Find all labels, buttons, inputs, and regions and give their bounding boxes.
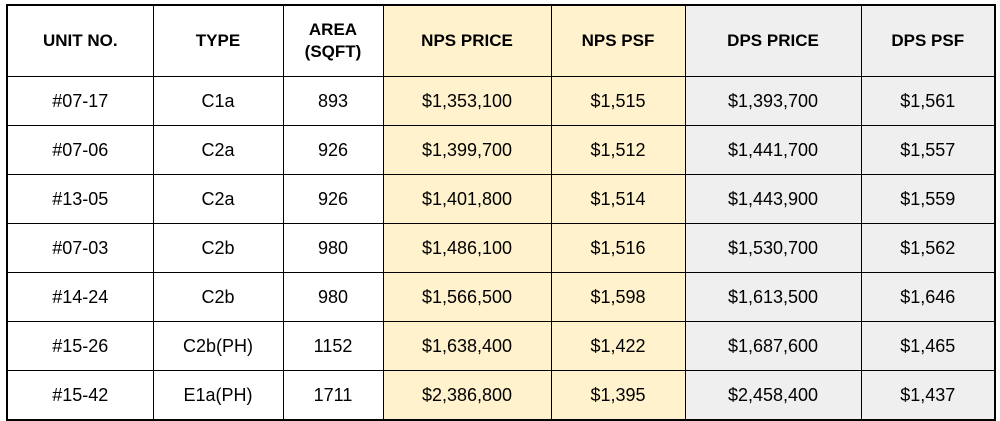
cell-nps-psf: $1,514 [550,174,686,224]
cell-dps-price: $1,687,600 [684,321,862,371]
cell-type: C2b [152,272,284,322]
cell-nps-psf: $1,422 [550,321,686,371]
cell-dps-price: $2,458,400 [684,370,862,421]
cell-nps-price: $1,399,700 [382,125,552,175]
cell-dps-psf: $1,557 [860,125,996,175]
cell-nps-psf: $1,512 [550,125,686,175]
table-row: #13-05 C2a 926 $1,401,800 $1,514 $1,443,… [6,174,996,224]
cell-nps-price: $1,353,100 [382,76,552,126]
table-row: #15-26 C2b(PH) 1152 $1,638,400 $1,422 $1… [6,321,996,371]
cell-nps-psf: $1,598 [550,272,686,322]
cell-nps-price: $1,566,500 [382,272,552,322]
cell-unit-no: #14-24 [6,272,154,322]
cell-type: C2b(PH) [152,321,284,371]
table-row: #14-24 C2b 980 $1,566,500 $1,598 $1,613,… [6,272,996,322]
cell-unit-no: #07-17 [6,76,154,126]
cell-nps-psf: $1,515 [550,76,686,126]
cell-area: 926 [282,174,384,224]
unit-price-table: UNIT NO. TYPE AREA (SQFT) NPS PRICE NPS … [6,4,996,421]
cell-type: C2a [152,174,284,224]
cell-nps-price: $1,638,400 [382,321,552,371]
table-row: #07-17 C1a 893 $1,353,100 $1,515 $1,393,… [6,76,996,126]
header-unit-no: UNIT NO. [6,4,154,77]
header-dps-price: DPS PRICE [684,4,862,77]
cell-dps-psf: $1,646 [860,272,996,322]
header-area-line1: AREA [308,20,358,39]
header-area: AREA (SQFT) [282,4,384,77]
cell-nps-price: $2,386,800 [382,370,552,421]
cell-dps-psf: $1,465 [860,321,996,371]
cell-unit-no: #15-26 [6,321,154,371]
table-row: #07-06 C2a 926 $1,399,700 $1,512 $1,441,… [6,125,996,175]
cell-dps-price: $1,393,700 [684,76,862,126]
cell-dps-psf: $1,562 [860,223,996,273]
header-area-line2: (SQFT) [304,42,362,61]
cell-nps-price: $1,486,100 [382,223,552,273]
cell-area: 926 [282,125,384,175]
header-type: TYPE [152,4,284,77]
cell-area: 1711 [282,370,384,421]
cell-type: E1a(PH) [152,370,284,421]
cell-type: C2b [152,223,284,273]
cell-dps-psf: $1,437 [860,370,996,421]
cell-dps-psf: $1,559 [860,174,996,224]
cell-dps-price: $1,441,700 [684,125,862,175]
cell-dps-psf: $1,561 [860,76,996,126]
cell-area: 893 [282,76,384,126]
cell-dps-price: $1,613,500 [684,272,862,322]
cell-area: 980 [282,223,384,273]
header-dps-psf: DPS PSF [860,4,996,77]
cell-nps-price: $1,401,800 [382,174,552,224]
cell-unit-no: #15-42 [6,370,154,421]
table-row: #07-03 C2b 980 $1,486,100 $1,516 $1,530,… [6,223,996,273]
header-nps-price: NPS PRICE [382,4,552,77]
cell-area: 1152 [282,321,384,371]
cell-unit-no: #07-03 [6,223,154,273]
cell-unit-no: #07-06 [6,125,154,175]
price-table-container: UNIT NO. TYPE AREA (SQFT) NPS PRICE NPS … [6,4,996,421]
cell-nps-psf: $1,516 [550,223,686,273]
header-nps-psf: NPS PSF [550,4,686,77]
cell-dps-price: $1,443,900 [684,174,862,224]
table-row: #15-42 E1a(PH) 1711 $2,386,800 $1,395 $2… [6,370,996,421]
cell-unit-no: #13-05 [6,174,154,224]
header-row: UNIT NO. TYPE AREA (SQFT) NPS PRICE NPS … [6,4,996,77]
cell-area: 980 [282,272,384,322]
cell-type: C1a [152,76,284,126]
cell-dps-price: $1,530,700 [684,223,862,273]
cell-nps-psf: $1,395 [550,370,686,421]
cell-type: C2a [152,125,284,175]
